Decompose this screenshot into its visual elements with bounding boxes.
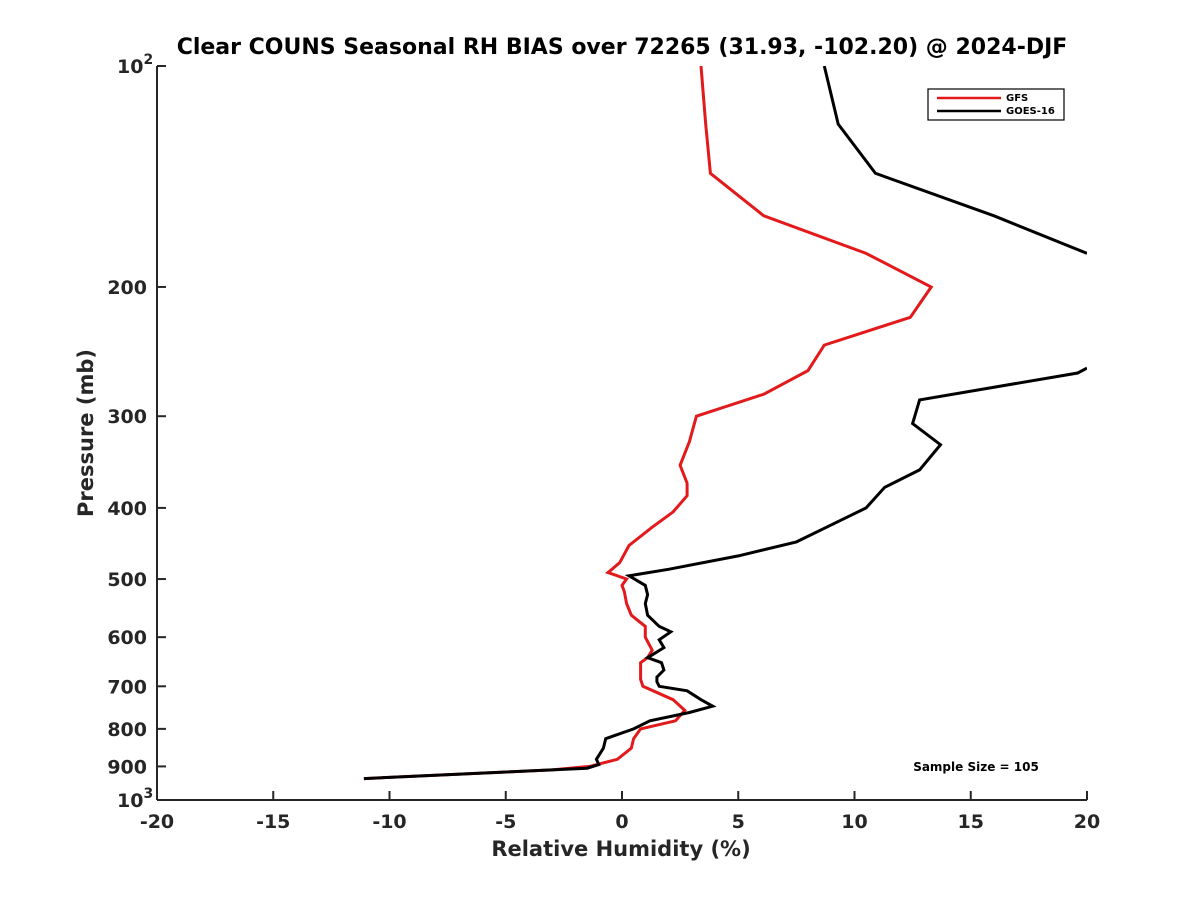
x-tick-label: 15 — [958, 811, 984, 833]
x-tick-label: -15 — [256, 811, 290, 833]
series-line-gfs-segment-1 — [363, 66, 934, 781]
y-tick-label: 900 — [107, 756, 147, 778]
y-tick-label: 200 — [107, 277, 147, 299]
x-tick-label: 0 — [615, 811, 628, 833]
y-tick-label: 400 — [107, 498, 147, 520]
x-tick-label: 10 — [841, 811, 867, 833]
legend: GFS GOES-16 — [927, 88, 1065, 121]
plot-area — [157, 66, 1087, 800]
legend-label-gfs: GFS — [1006, 93, 1028, 104]
sample-size-annotation: Sample Size = 105 — [913, 760, 1039, 774]
y-tick-label: 500 — [107, 569, 147, 591]
legend-label-goes16: GOES-16 — [1006, 106, 1055, 117]
y-tick-label: 300 — [107, 406, 147, 428]
x-tick-label: 5 — [732, 811, 745, 833]
y-tick-label: 800 — [107, 719, 147, 741]
x-tick-label: -20 — [140, 811, 174, 833]
x-tick-label: -10 — [372, 811, 406, 833]
x-tick-label: 20 — [1074, 811, 1100, 833]
series-line-goes16-segment-2 — [363, 366, 1087, 781]
y-ticks: 102 200 300 400 500 600 700 800 900 103 — [107, 52, 166, 812]
chart-title: Clear COUNS Seasonal RH BIAS over 72265 … — [177, 35, 1068, 60]
x-axis-label: Relative Humidity (%) — [491, 837, 750, 861]
y-tick-label: 102 — [117, 52, 153, 78]
legend-box — [927, 88, 1065, 121]
series-line-goes16-segment-1 — [822, 66, 1087, 255]
x-tick-label: -5 — [495, 811, 516, 833]
series-layer — [363, 66, 1087, 781]
y-axis-label: Pressure (mb) — [74, 349, 98, 517]
y-tick-label: 700 — [107, 676, 147, 698]
y-tick-label: 103 — [117, 786, 153, 812]
x-ticks: -20 -15 -10 -5 0 5 10 15 20 — [140, 791, 1100, 833]
y-tick-label: 600 — [107, 627, 147, 649]
